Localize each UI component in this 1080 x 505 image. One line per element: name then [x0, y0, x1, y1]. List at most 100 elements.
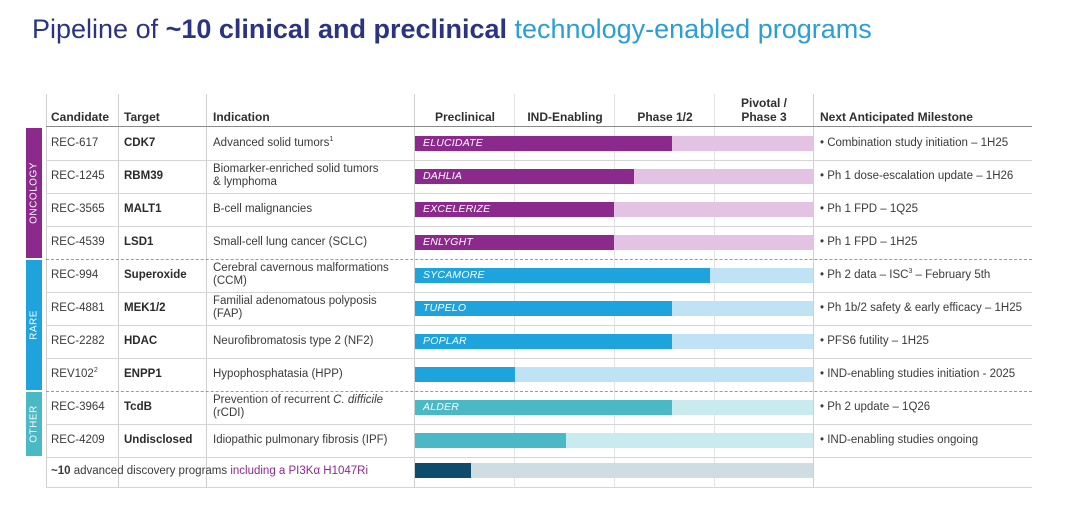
milestone-text: Ph 1 dose-escalation update – 1H26 [827, 169, 1014, 182]
bullet-icon: • [820, 169, 828, 182]
milestone-cell: • IND-enabling studies initiation - 2025 [820, 368, 1015, 380]
progress-fill: ELUCIDATE [415, 135, 672, 151]
discovery-progress-fill [415, 463, 471, 478]
column-divider-preclinical [414, 94, 415, 487]
program-name: DAHLIA [423, 169, 463, 182]
candidate-cell: REC-2282 [51, 335, 105, 348]
target-cell: MEK1/2 [124, 301, 166, 314]
target-cell: LSD1 [124, 235, 154, 248]
indication-text: Hypophosphatasia (HPP) [213, 367, 343, 380]
title-part-1: Pipeline of [32, 14, 166, 44]
row-divider [46, 292, 1032, 293]
indication-cell: Familial adenomatous polyposis (FAP) [213, 295, 411, 321]
progress-fill: ENLYGHT [415, 234, 614, 250]
milestone-cell: • PFS6 futility – 1H25 [820, 335, 929, 347]
bullet-icon: • [820, 433, 828, 446]
progress-track [415, 366, 813, 382]
indication-line-1: Biomarker-enriched solid tumors [213, 163, 411, 176]
discovery-label: ~10 advanced discovery programs includin… [51, 465, 368, 478]
candidate-cell: REC-617 [51, 137, 98, 150]
progress-track: SYCAMORE [415, 267, 813, 283]
row-divider [46, 424, 1032, 425]
program-name: TUPELO [423, 301, 467, 314]
indication-text: Idiopathic pulmonary fibrosis (IPF) [213, 433, 388, 446]
indication-cell: Small-cell lung cancer (SCLC) [213, 236, 411, 249]
indication-cell: Advanced solid tumors1 [213, 136, 411, 150]
candidate-name: REC-3565 [51, 202, 105, 215]
candidate-cell: REC-3964 [51, 401, 105, 414]
candidate-name: REC-994 [51, 268, 99, 281]
indication-line-2: (FAP) [213, 307, 243, 320]
indication-cell: Idiopathic pulmonary fibrosis (IPF) [213, 434, 411, 447]
indication-line-1: Advanced solid tumors1 [213, 136, 411, 150]
group-label-text: RARE [28, 310, 40, 340]
milestone-cell: • Ph 2 data – ISC3 – February 5th [820, 267, 990, 281]
progress-fill: TUPELO [415, 300, 672, 316]
group-divider [46, 391, 1032, 392]
header-phase-1-2: Phase 1/2 [637, 110, 693, 124]
indication-line-1: Familial adenomatous polyposis [213, 295, 411, 308]
milestone-text: IND-enabling studies initiation - 2025 [827, 367, 1016, 380]
indication-italic: C. difficile [333, 393, 384, 406]
target-cell: HDAC [124, 334, 158, 347]
progress-track: ENLYGHT [415, 234, 813, 250]
indication-cell: B-cell malignancies [213, 203, 411, 216]
indication-line-1: Hypophosphatasia (HPP) [213, 368, 411, 381]
milestone-cell: • IND-enabling studies ongoing [820, 434, 978, 446]
header-target: Target [124, 110, 160, 124]
bullet-icon: • [820, 136, 828, 149]
candidate-name: REC-4881 [51, 301, 105, 314]
group-label-oncology: ONCOLOGY [26, 128, 42, 258]
indication-line-2: & lymphoma [213, 175, 277, 188]
candidate-footnote: 2 [93, 366, 98, 374]
bullet-icon: • [820, 202, 828, 215]
header-pivotal-line2: Phase 3 [741, 110, 787, 124]
indication-text: Biomarker-enriched solid tumors [213, 162, 379, 175]
candidate-cell: REC-4209 [51, 434, 105, 447]
bullet-icon: • [820, 367, 828, 380]
group-label-text: ONCOLOGY [28, 162, 40, 224]
milestone-text: IND-enabling studies ongoing [827, 433, 979, 446]
candidate-cell: REC-994 [51, 269, 98, 282]
phase-divider-ind [514, 94, 515, 487]
column-divider-indication [206, 94, 207, 487]
target-cell: CDK7 [124, 136, 156, 149]
progress-fill: POPLAR [415, 333, 672, 349]
indication-text: Cerebral cavernous malformations [213, 261, 389, 274]
indication-line-1: Small-cell lung cancer (SCLC) [213, 236, 411, 249]
progress-fill: DAHLIA [415, 168, 634, 184]
indication-cell: Neurofibromatosis type 2 (NF2) [213, 335, 411, 348]
indication-cell: Cerebral cavernous malformations (CCM) [213, 262, 411, 288]
program-name: ENLYGHT [423, 235, 474, 248]
milestone-text: Ph 1 FPD – 1Q25 [827, 202, 919, 215]
milestone-cell: • Ph 1 FPD – 1H25 [820, 236, 917, 248]
bullet-icon: • [820, 334, 828, 347]
program-name: ALDER [423, 400, 460, 413]
indication-cell: Biomarker-enriched solid tumors & lymphom… [213, 163, 411, 189]
milestone-cell: • Ph 1b/2 safety & early efficacy – 1H25 [820, 302, 1022, 314]
row-divider [46, 358, 1032, 359]
milestone-footnote: 3 [908, 267, 913, 275]
header-pivotal-line1: Pivotal / [740, 96, 787, 110]
discovery-highlight: including a PI3Kα H1047Ri [230, 465, 369, 477]
page-title: Pipeline of ~10 clinical and preclinical… [32, 14, 872, 45]
title-part-2: ~10 clinical and preclinical [165, 14, 508, 44]
progress-track [415, 432, 813, 448]
candidate-name: REC-4539 [51, 235, 105, 248]
milestone-cell: • Ph 1 dose-escalation update – 1H26 [820, 170, 1013, 182]
milestone-cell: • Combination study initiation – 1H25 [820, 137, 1008, 149]
indication-line-1: Idiopathic pulmonary fibrosis (IPF) [213, 434, 411, 447]
candidate-name: REC-2282 [51, 334, 105, 347]
target-cell: Undisclosed [124, 433, 193, 446]
group-label-rare: RARE [26, 260, 42, 390]
indication-line-1: Neurofibromatosis type 2 (NF2) [213, 335, 411, 348]
group-divider [46, 259, 1032, 260]
column-divider-candidate [46, 94, 47, 487]
progress-fill: EXCELERIZE [415, 201, 614, 217]
header-milestone: Next Anticipated Milestone [820, 110, 973, 124]
program-name: ELUCIDATE [423, 136, 483, 149]
candidate-cell: REC-4881 [51, 302, 105, 315]
indication-text: Familial adenomatous polyposis [213, 294, 377, 307]
indication-line-2: (rCDI) [213, 406, 245, 419]
title-part-3: technology-enabled programs [507, 14, 872, 44]
